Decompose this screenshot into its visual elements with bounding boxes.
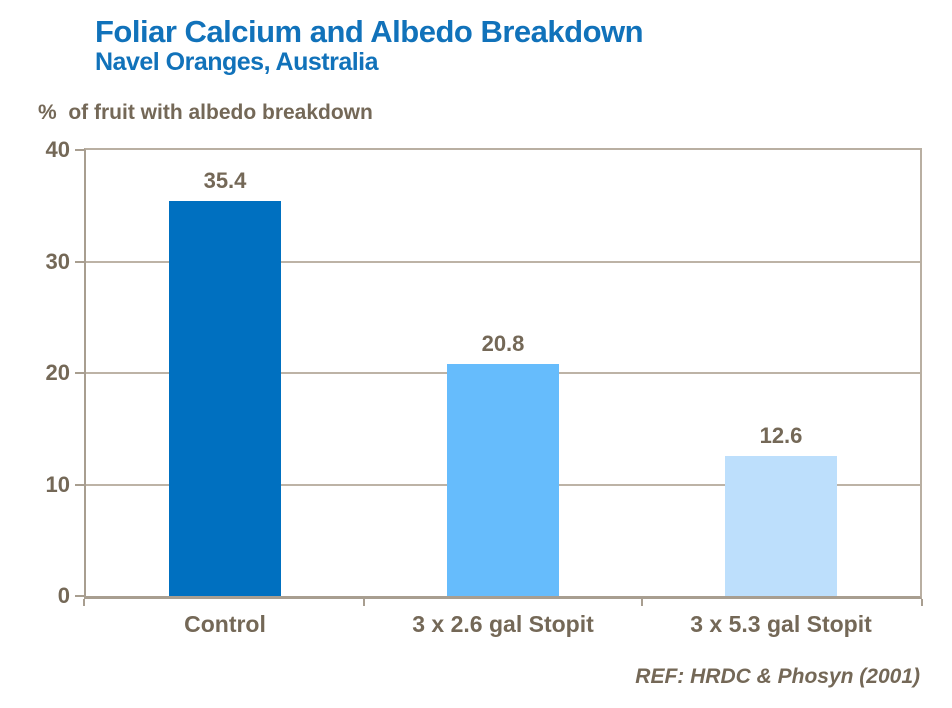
y-axis-label: % of fruit with albedo breakdown	[38, 101, 373, 124]
bar-3-x-5.3-gal-stopit	[725, 455, 837, 596]
x-tick-mark-1	[363, 599, 365, 606]
y-tick-mark-0	[75, 595, 84, 597]
gridline-30	[86, 260, 920, 263]
y-tick-label-20: 20	[45, 360, 70, 385]
x-axis-label-control: Control	[184, 611, 266, 637]
y-tick-label-0: 0	[57, 583, 70, 608]
x-axis-label-3-x-2.6-gal-stopit: 3 x 2.6 gal Stopit	[412, 611, 594, 637]
x-axis-left-foot-tick	[83, 599, 85, 606]
x-axis-label-3-x-5.3-gal-stopit: 3 x 5.3 gal Stopit	[690, 611, 872, 637]
value-label-3-x-5.3-gal-stopit: 12.6	[759, 422, 803, 448]
y-tick-mark-40	[75, 149, 84, 151]
y-tick-mark-20	[75, 372, 84, 374]
chart-title: Foliar Calcium and Albedo Breakdown	[95, 14, 644, 49]
y-tick-label-10: 10	[45, 471, 70, 497]
chart-subtitle: Navel Oranges, Australia	[95, 48, 379, 76]
y-tick-label-30: 30	[45, 248, 70, 274]
value-label-control: 35.4	[203, 168, 247, 194]
y-tick-mark-10	[75, 483, 84, 486]
x-axis-right-foot-tick	[921, 599, 923, 606]
y-tick-mark-30	[75, 260, 84, 263]
value-label-3-x-2.6-gal-stopit: 20.8	[481, 331, 525, 357]
x-tick-mark-2	[641, 599, 643, 606]
source-reference: REF: HRDC & Phosyn (2001)	[635, 665, 920, 688]
y-tick-label-40: 40	[45, 137, 70, 162]
bar-3-x-2.6-gal-stopit	[447, 364, 559, 596]
bar-control	[169, 201, 281, 596]
plot-area	[84, 148, 922, 599]
